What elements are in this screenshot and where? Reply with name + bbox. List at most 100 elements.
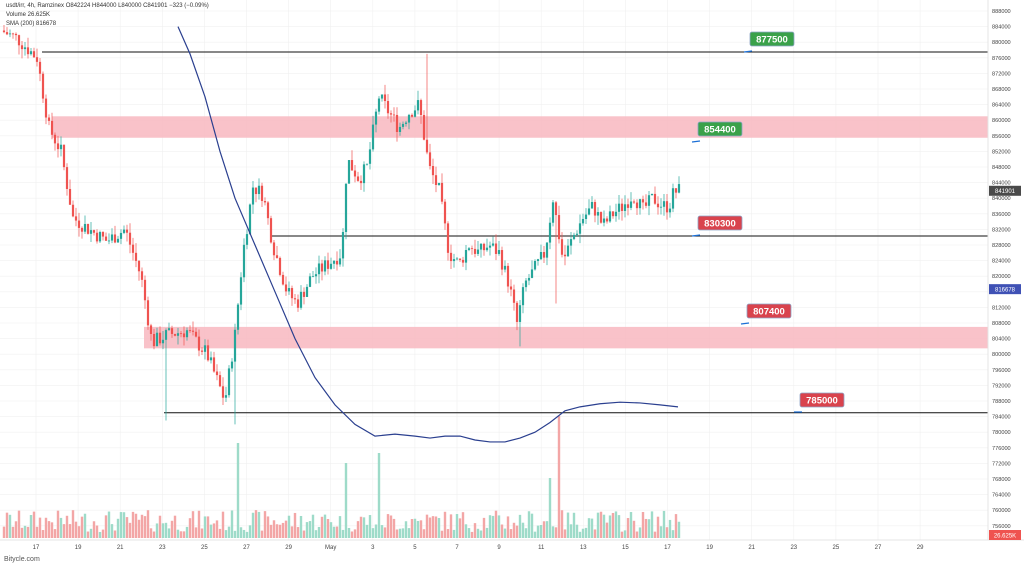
candle-body [224, 395, 228, 398]
volume-bar [638, 527, 642, 538]
volume-bar [77, 526, 81, 538]
candle-body [614, 211, 618, 217]
candle-body [530, 269, 534, 278]
volume-bar [392, 518, 396, 538]
current-price-tag-bg [989, 185, 1021, 196]
candle-body [650, 193, 654, 196]
price-tick-label: 884000 [992, 25, 1011, 31]
volume-bar [260, 530, 264, 538]
candle-body [392, 114, 396, 116]
candle-body [671, 188, 675, 209]
candle-body [104, 236, 108, 241]
candle-body [551, 202, 555, 223]
time-tick-label: 21 [117, 545, 124, 551]
candle-body [407, 114, 411, 123]
candle-body [188, 330, 192, 332]
volume-bar [662, 510, 666, 538]
price-tick-label: 864000 [992, 103, 1011, 109]
price-tick-label: 848000 [992, 165, 1011, 171]
candle-body [182, 333, 186, 338]
candle-body [290, 288, 294, 299]
candle-body [569, 239, 573, 246]
candle-body [515, 302, 519, 322]
volume-bar [74, 521, 78, 538]
candle-body [584, 214, 588, 219]
volume-bar [644, 518, 648, 538]
price-tick-label: 788000 [992, 399, 1011, 405]
volume-bar [485, 527, 489, 538]
candle-body [266, 202, 270, 219]
candle-body [32, 51, 36, 58]
candle-body [596, 212, 600, 216]
candle-body [575, 233, 579, 235]
time-axis[interactable]: 17 19 21 23 25 27 29 May 3 5 7 9 11 13 15 17 19 21 23 25 27 2… [33, 545, 924, 551]
volume-bar [566, 512, 570, 538]
volume-bar [173, 515, 177, 538]
volume-bar [560, 510, 564, 538]
candle-body [269, 218, 273, 243]
volume-bar [149, 528, 153, 538]
time-tick-label: 25 [201, 545, 208, 551]
volume-bar [245, 531, 249, 538]
volume-bar [491, 515, 495, 538]
volume-bar [632, 520, 636, 538]
label-pointer [691, 140, 701, 143]
candle-body [452, 259, 456, 262]
candle-body [20, 45, 24, 50]
candles [2, 25, 681, 425]
price-tick-label: 760000 [992, 508, 1011, 514]
candle-body [314, 274, 318, 277]
candle-body [50, 120, 54, 135]
price-tick-label: 804000 [992, 337, 1011, 343]
level-label-text: 785000 [806, 396, 838, 407]
price-tick-label: 832000 [992, 227, 1011, 233]
candle-body [458, 258, 462, 260]
volume-bar [656, 516, 660, 538]
candle-body [485, 247, 489, 251]
time-tick-label: 5 [413, 545, 417, 551]
volume-bar [476, 528, 480, 538]
price-axis[interactable]: 888000 884000 880000 876000 872000 868000 8640… [992, 9, 1011, 530]
volume-bar [5, 512, 9, 538]
volume-bar [32, 511, 36, 538]
volume-bar [410, 519, 414, 538]
candle-body [248, 204, 252, 235]
price-tick-label: 812000 [992, 305, 1011, 311]
price-tick-label: 768000 [992, 477, 1011, 483]
candle-body [638, 199, 642, 209]
candle-body [431, 166, 435, 176]
candle-body [500, 250, 504, 270]
candle-body [338, 258, 342, 265]
candle-body [263, 201, 267, 203]
candle-body [353, 170, 357, 177]
candle-body [587, 208, 591, 215]
volume-bar [332, 526, 336, 538]
candle-body [134, 252, 138, 261]
volume-bar [242, 529, 246, 538]
candle-body [389, 113, 393, 115]
candle-body [506, 265, 510, 287]
volume-bar [413, 518, 417, 538]
candle-body [281, 274, 285, 285]
candle-body [503, 265, 507, 270]
volume-bar [401, 528, 405, 538]
price-tick-label: 860000 [992, 118, 1011, 124]
candle-body [191, 330, 195, 332]
time-tick-label: 21 [748, 545, 755, 551]
price-tick-label: 800000 [992, 352, 1011, 358]
candle-body [404, 122, 408, 124]
price-tick-label: 840000 [992, 196, 1011, 202]
volume-bar [122, 512, 126, 538]
volume-bar [569, 524, 573, 538]
candle-body [398, 126, 402, 133]
volume-bar [140, 514, 144, 538]
candle-body [425, 139, 429, 153]
candle-body [167, 328, 171, 331]
price-tick-label: 764000 [992, 493, 1011, 499]
candle-body [512, 289, 516, 303]
volume-bar [101, 529, 105, 538]
candle-body [2, 30, 6, 33]
grid [0, 0, 988, 540]
volume-bar [347, 527, 351, 538]
